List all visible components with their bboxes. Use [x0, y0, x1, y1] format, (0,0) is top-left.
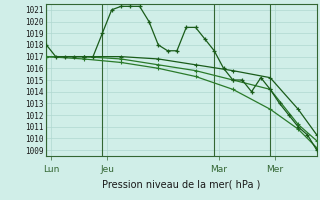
X-axis label: Pression niveau de la mer( hPa ): Pression niveau de la mer( hPa )	[102, 180, 261, 190]
